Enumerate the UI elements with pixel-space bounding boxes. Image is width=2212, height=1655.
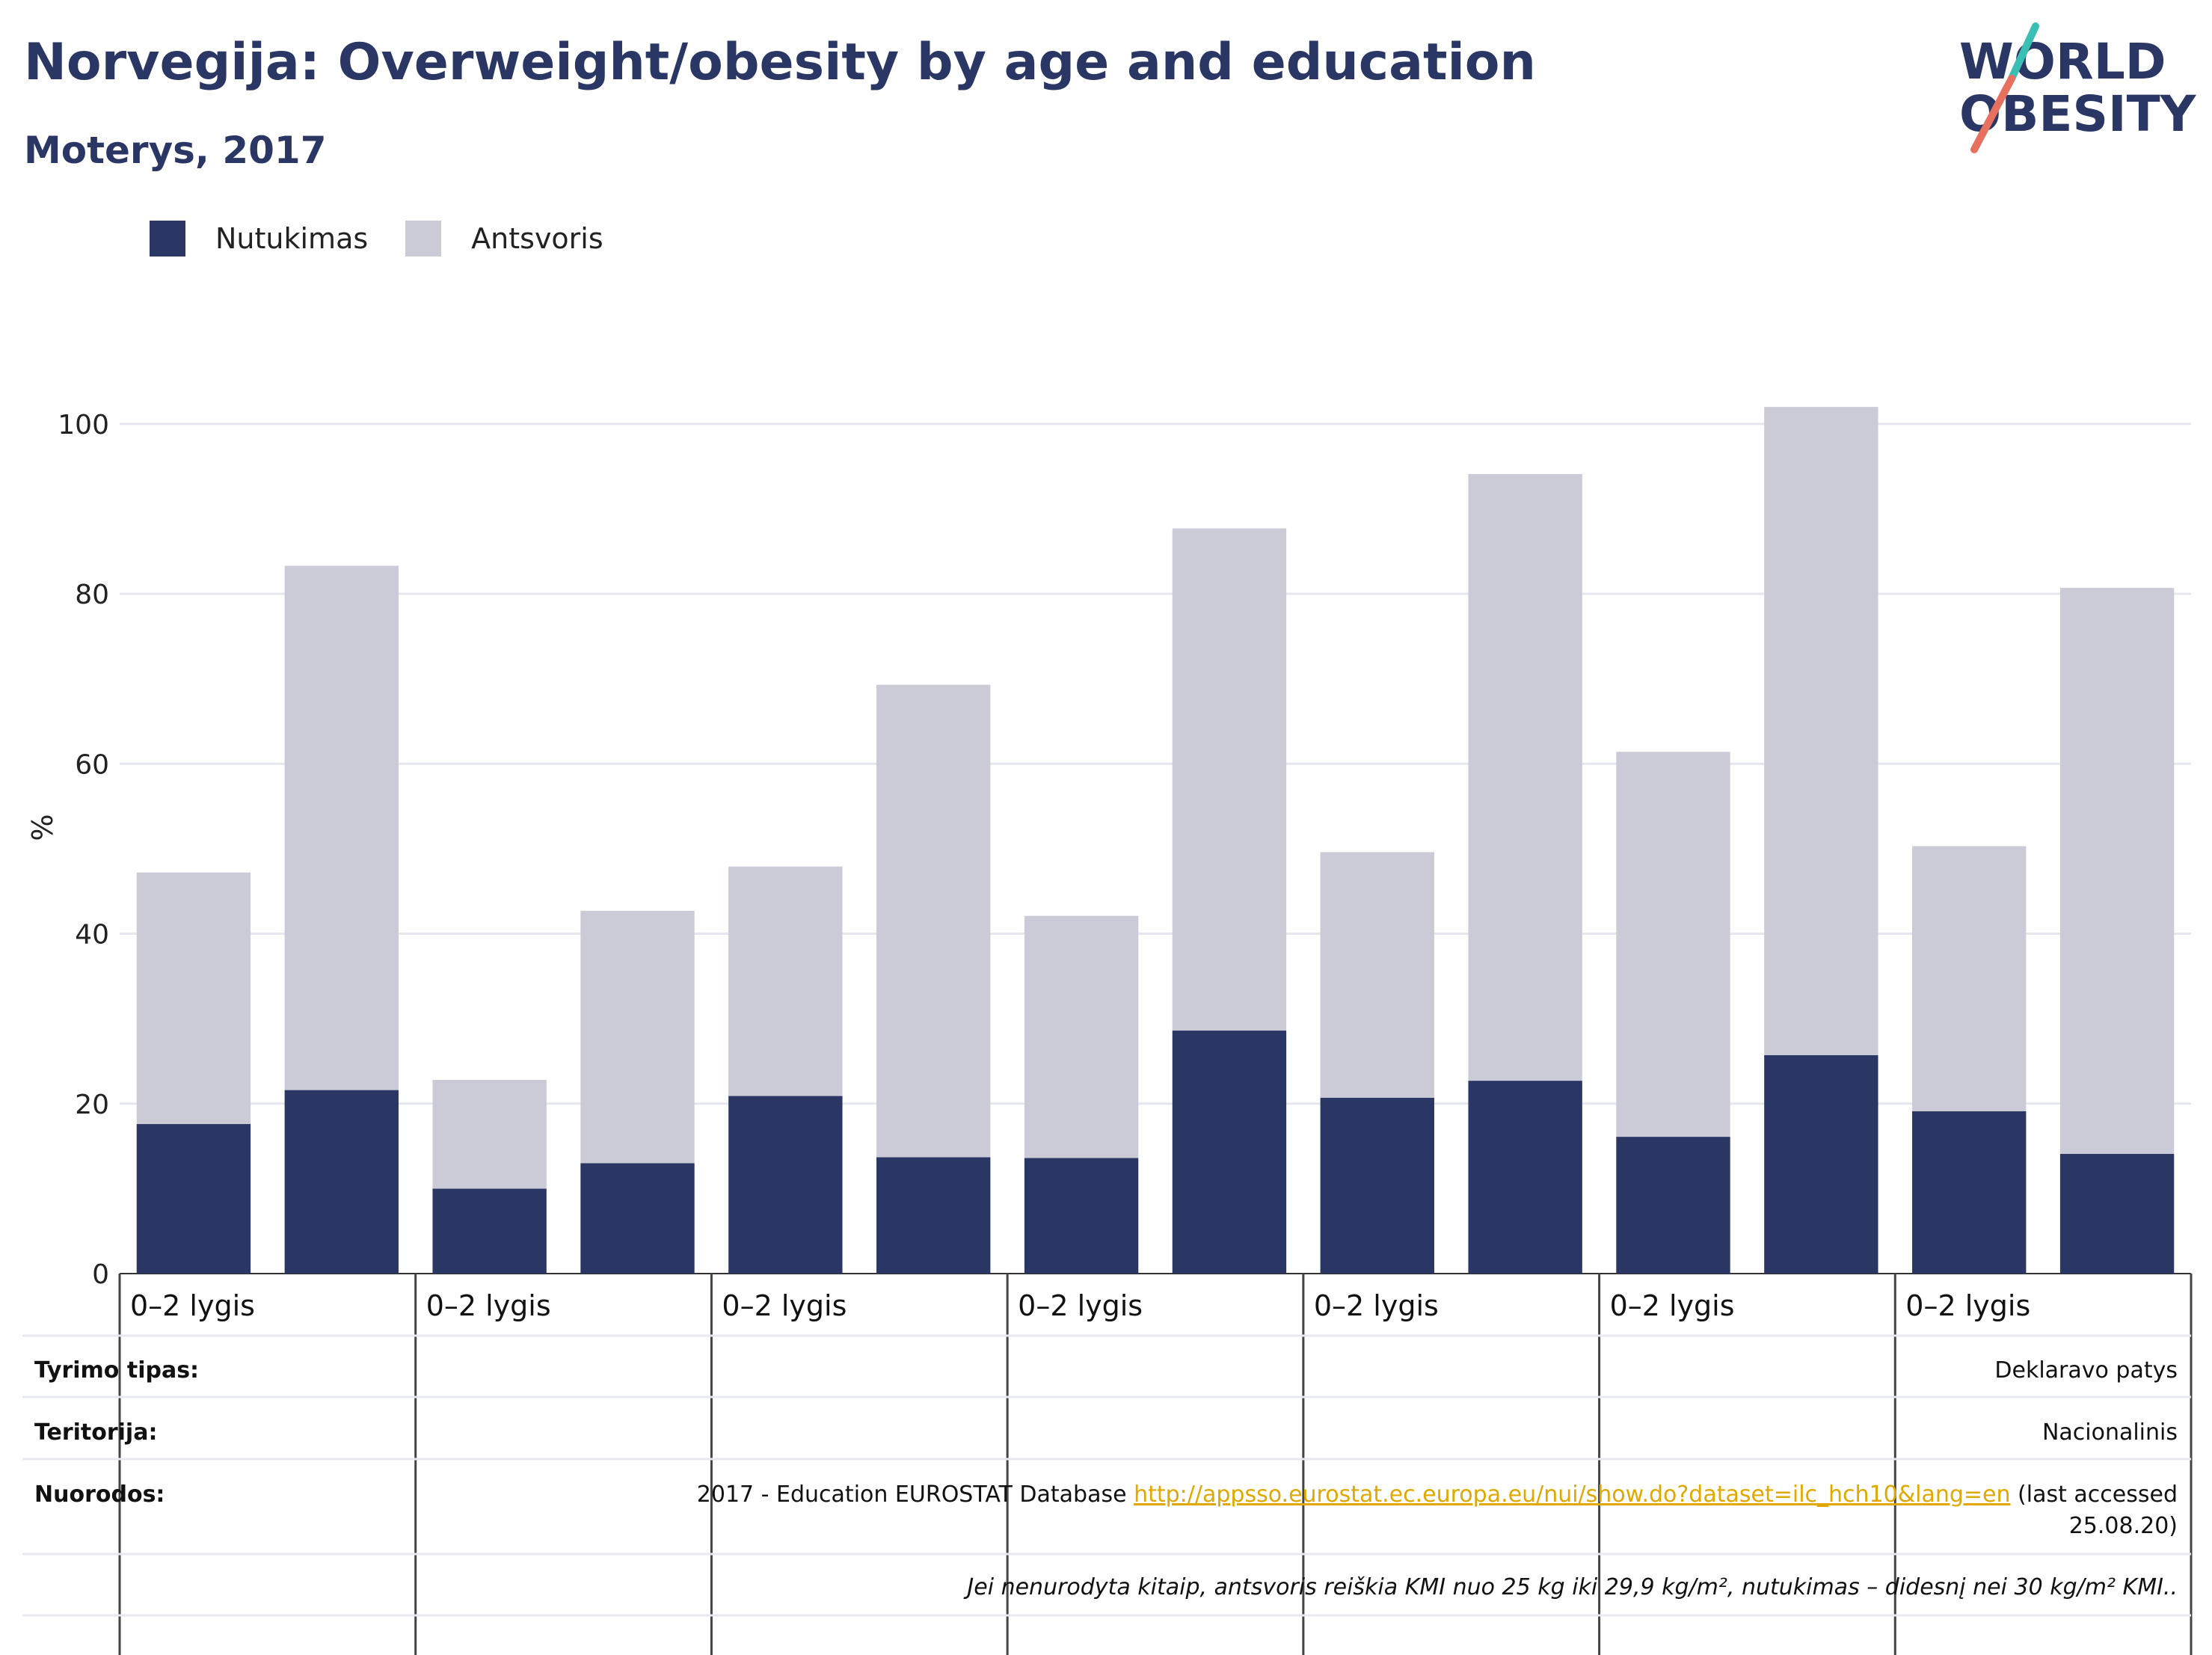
y-axis-label: % xyxy=(26,814,59,841)
legend-swatch-obesity xyxy=(150,221,185,257)
legend-swatch-overweight xyxy=(405,221,442,257)
bar-obesity[interactable] xyxy=(1172,1031,1287,1274)
x-category-label: 0–2 lygis xyxy=(1018,1289,1143,1322)
bar-obesity[interactable] xyxy=(580,1163,695,1274)
bar-obesity[interactable] xyxy=(136,1124,251,1274)
bar-obesity[interactable] xyxy=(284,1090,399,1274)
bar-overweight[interactable] xyxy=(876,684,991,1158)
bar-obesity[interactable] xyxy=(876,1157,991,1274)
bar-obesity[interactable] xyxy=(1616,1137,1730,1274)
references-suffix: (last accessed xyxy=(2018,1481,2178,1508)
legend-item-obesity[interactable]: Nutukimas xyxy=(150,221,368,257)
bar-overweight[interactable] xyxy=(1616,752,1730,1137)
territory-value: Nacionalinis xyxy=(2042,1419,2178,1446)
bar-obesity[interactable] xyxy=(728,1096,843,1274)
bar-obesity[interactable] xyxy=(1024,1158,1139,1274)
legend-item-overweight[interactable]: Antsvoris xyxy=(405,221,603,257)
references-date: 25.08.20) xyxy=(2068,1513,2178,1539)
chart-legend: Nutukimas Antsvoris xyxy=(150,221,641,257)
chart-title: Norvegija: Overweight/obesity by age and… xyxy=(24,33,1536,92)
bar-overweight[interactable] xyxy=(284,565,399,1090)
legend-label-obesity: Nutukimas xyxy=(215,222,369,255)
y-tick-label: 0 xyxy=(92,1259,109,1290)
bar-obesity[interactable] xyxy=(1912,1111,2027,1274)
x-category-label: 0–2 lygis xyxy=(130,1289,255,1322)
x-category-label: 0–2 lygis xyxy=(426,1289,551,1322)
world-obesity-logo: WORLD OBESITY xyxy=(1959,22,2197,153)
survey-type-value: Deklaravo patys xyxy=(1994,1357,2178,1384)
bar-obesity[interactable] xyxy=(2059,1153,2175,1274)
bar-overweight[interactable] xyxy=(1764,407,1878,1055)
y-tick-label: 100 xyxy=(58,410,109,440)
bar-obesity[interactable] xyxy=(1764,1054,1878,1274)
x-category-label: 0–2 lygis xyxy=(1314,1289,1439,1322)
bar-overweight[interactable] xyxy=(1912,846,2027,1111)
x-category-label: 0–2 lygis xyxy=(722,1289,847,1322)
references-link[interactable]: http://appsso.eurostat.ec.europa.eu/nui/… xyxy=(1134,1481,2011,1508)
y-tick-label: 20 xyxy=(75,1090,109,1120)
chart-subtitle: Moterys, 2017 xyxy=(24,129,327,172)
x-category-label: 0–2 lygis xyxy=(1610,1289,1735,1322)
definition-note: Jei nenurodyta kitaip, antsvoris reiškia… xyxy=(967,1574,2178,1600)
references-prefix: 2017 - Education EUROSTAT Database xyxy=(696,1481,1127,1508)
bar-obesity[interactable] xyxy=(1320,1097,1434,1274)
y-tick-label: 80 xyxy=(75,580,109,610)
references-value: 2017 - Education EUROSTAT Database http:… xyxy=(697,1481,2178,1508)
references-label: Nuorodos: xyxy=(34,1481,165,1508)
bar-overweight[interactable] xyxy=(1468,473,1582,1081)
bar-overweight[interactable] xyxy=(1320,852,1434,1098)
bar-overweight[interactable] xyxy=(432,1079,547,1189)
y-tick-label: 40 xyxy=(75,920,109,951)
bar-overweight[interactable] xyxy=(2059,588,2175,1154)
logo-line1: WORLD xyxy=(1959,33,2166,90)
bar-overweight[interactable] xyxy=(1172,528,1287,1031)
legend-label-overweight: Antsvoris xyxy=(471,222,603,255)
bar-overweight[interactable] xyxy=(1024,915,1139,1158)
territory-label: Teritorija: xyxy=(34,1419,158,1446)
bar-overweight[interactable] xyxy=(580,910,695,1164)
survey-type-label: Tyrimo tipas: xyxy=(34,1357,200,1384)
x-category-label: 0–2 lygis xyxy=(1905,1289,2030,1322)
bar-obesity[interactable] xyxy=(432,1188,547,1274)
y-tick-label: 60 xyxy=(75,749,109,780)
bar-overweight[interactable] xyxy=(728,866,843,1096)
bar-overweight[interactable] xyxy=(136,872,251,1125)
bar-obesity[interactable] xyxy=(1468,1081,1582,1274)
